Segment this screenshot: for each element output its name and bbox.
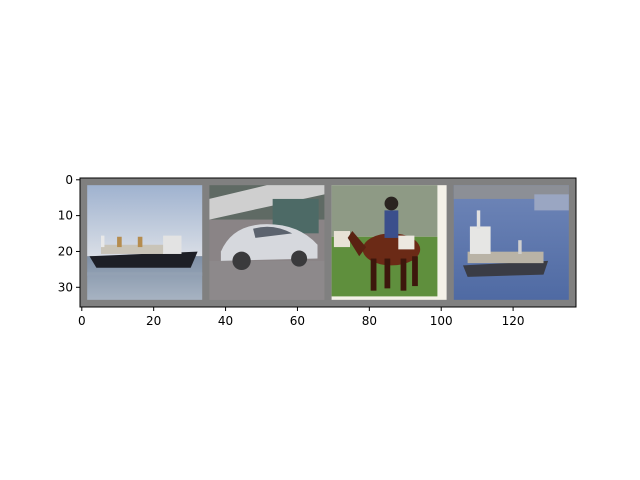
ship-crane bbox=[117, 236, 122, 248]
horse-leg bbox=[412, 256, 418, 287]
car-wheel bbox=[291, 250, 308, 267]
ground bbox=[209, 260, 325, 300]
ship-deck bbox=[100, 244, 165, 254]
image-tiles bbox=[87, 185, 569, 300]
water-reflection bbox=[87, 272, 203, 276]
ship-hull bbox=[462, 260, 549, 277]
car-wheel bbox=[232, 251, 251, 271]
horse-leg bbox=[400, 258, 407, 291]
ship-crane bbox=[518, 240, 522, 254]
car-windshield bbox=[253, 226, 293, 238]
x-tick-label: 40 bbox=[218, 314, 233, 328]
ship-deck bbox=[467, 251, 544, 264]
horse-leg bbox=[370, 258, 377, 291]
x-tick-label: 0 bbox=[78, 314, 86, 328]
y-tick-label: 10 bbox=[58, 209, 73, 223]
horse-head bbox=[347, 231, 367, 257]
horse-leg bbox=[384, 258, 391, 289]
ship-crane bbox=[137, 236, 143, 248]
y-tick-label: 0 bbox=[65, 173, 73, 187]
sky bbox=[87, 185, 203, 257]
plot-axes: 0 20 40 60 80 100 120 0 10 20 30 bbox=[58, 173, 577, 328]
ship-bridge bbox=[469, 226, 491, 254]
image-tile-horse-and-rider bbox=[331, 185, 447, 300]
x-tick-label: 80 bbox=[362, 314, 377, 328]
far-buildings bbox=[534, 194, 569, 211]
fence bbox=[333, 231, 350, 248]
y-tick-label: 30 bbox=[58, 280, 73, 294]
saddle-pad bbox=[398, 235, 415, 250]
y-axis-ticks: 0 10 20 30 bbox=[58, 173, 80, 294]
ship-mast bbox=[476, 210, 481, 229]
car-body bbox=[220, 224, 318, 261]
ship-hull bbox=[89, 251, 198, 268]
x-tick-label: 120 bbox=[502, 314, 525, 328]
x-axis-ticks: 0 20 40 60 80 100 120 bbox=[78, 307, 525, 328]
canopy bbox=[209, 185, 325, 220]
ship-bridge bbox=[163, 235, 182, 254]
y-tick-label: 20 bbox=[58, 244, 73, 258]
x-tick-label: 100 bbox=[430, 314, 453, 328]
x-tick-label: 20 bbox=[146, 314, 161, 328]
ship-mast bbox=[100, 235, 105, 248]
image-tile-car bbox=[209, 185, 325, 300]
x-tick-label: 60 bbox=[290, 314, 305, 328]
rider-torso bbox=[384, 210, 399, 238]
rider-head bbox=[384, 196, 399, 211]
image-tile-ship bbox=[87, 185, 203, 300]
axes-frame bbox=[79, 177, 577, 308]
image-tile-ship bbox=[453, 185, 569, 300]
